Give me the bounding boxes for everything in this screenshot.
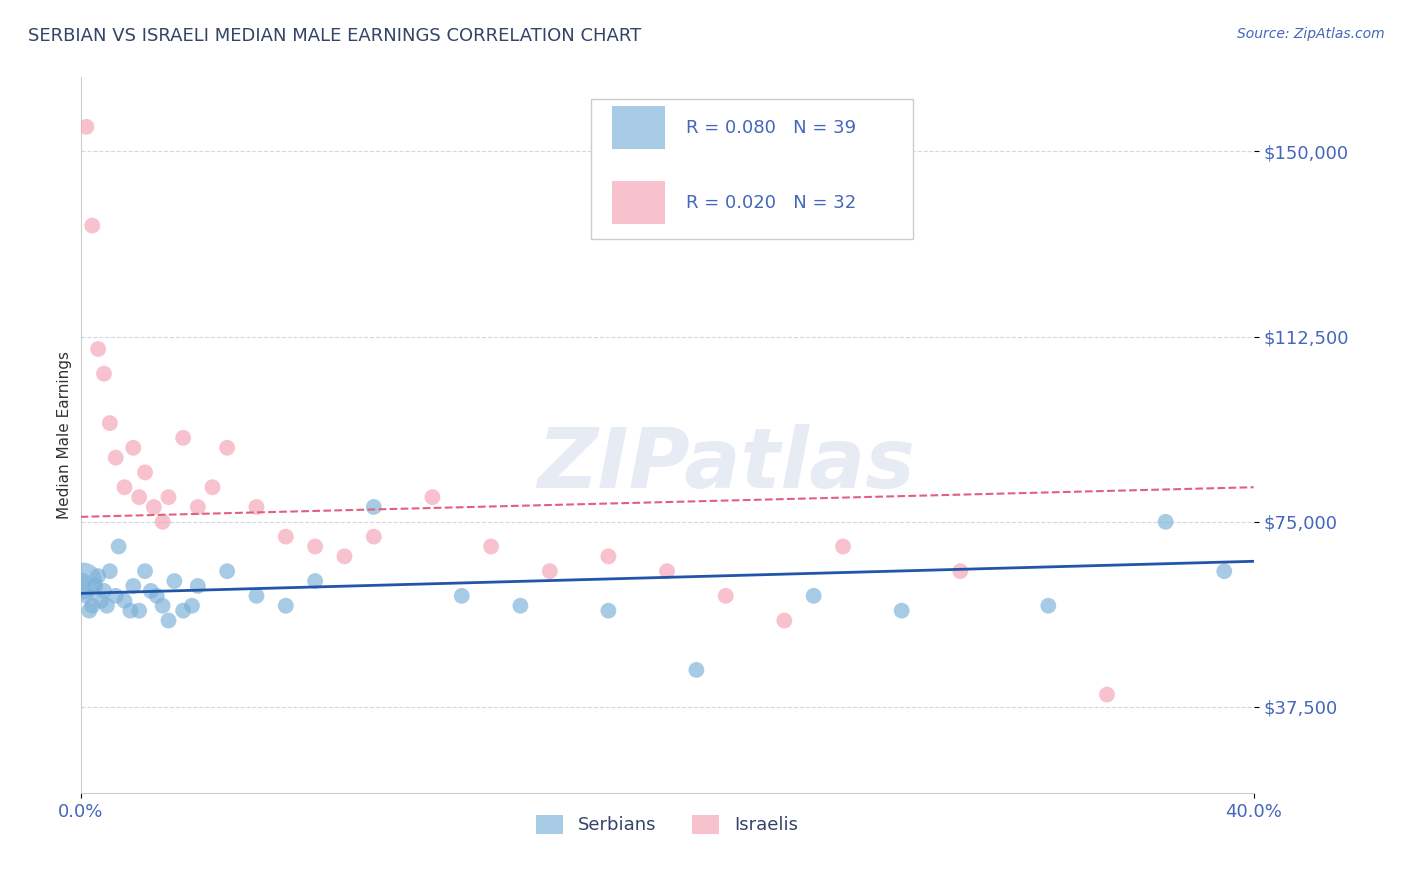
Text: R = 0.020   N = 32: R = 0.020 N = 32: [686, 194, 856, 211]
Point: [422, 490, 444, 504]
Point: [304, 540, 326, 554]
Point: [172, 431, 194, 445]
Point: [181, 599, 204, 613]
Point: [87, 569, 110, 583]
Point: [803, 589, 825, 603]
Point: [114, 480, 136, 494]
Point: [832, 540, 855, 554]
Point: [598, 604, 620, 618]
Y-axis label: Median Male Earnings: Median Male Earnings: [58, 351, 72, 519]
Point: [98, 564, 121, 578]
Point: [84, 579, 107, 593]
Point: [1095, 688, 1118, 702]
Point: [75, 589, 97, 603]
FancyBboxPatch shape: [591, 99, 914, 238]
Point: [598, 549, 620, 564]
Point: [128, 490, 150, 504]
Point: [274, 599, 297, 613]
Point: [79, 604, 101, 618]
Point: [93, 367, 115, 381]
Point: [134, 466, 156, 480]
Point: [96, 599, 118, 613]
Point: [82, 219, 104, 233]
Point: [93, 583, 115, 598]
Point: [890, 604, 912, 618]
Point: [1213, 564, 1236, 578]
Point: [104, 450, 127, 465]
Point: [714, 589, 737, 603]
Point: [773, 614, 796, 628]
Point: [152, 599, 174, 613]
Point: [304, 574, 326, 588]
Point: [90, 594, 112, 608]
Point: [163, 574, 186, 588]
Point: [245, 500, 267, 514]
Point: [72, 574, 94, 588]
Point: [98, 416, 121, 430]
Text: Source: ZipAtlas.com: Source: ZipAtlas.com: [1237, 27, 1385, 41]
Text: ZIPatlas: ZIPatlas: [537, 424, 915, 505]
Point: [142, 500, 165, 514]
Point: [217, 441, 239, 455]
Point: [201, 480, 224, 494]
Point: [104, 589, 127, 603]
Point: [538, 564, 561, 578]
Point: [82, 599, 104, 613]
Point: [139, 583, 162, 598]
Point: [172, 604, 194, 618]
Point: [1154, 515, 1177, 529]
Point: [107, 540, 129, 554]
Point: [157, 490, 180, 504]
Point: [122, 441, 145, 455]
Point: [949, 564, 972, 578]
Point: [187, 500, 209, 514]
FancyBboxPatch shape: [612, 181, 665, 224]
Point: [450, 589, 472, 603]
Point: [363, 500, 385, 514]
Point: [114, 594, 136, 608]
Point: [187, 579, 209, 593]
Point: [120, 604, 142, 618]
Point: [363, 530, 385, 544]
Point: [75, 120, 97, 134]
Point: [122, 579, 145, 593]
Text: R = 0.080   N = 39: R = 0.080 N = 39: [686, 119, 856, 136]
Point: [685, 663, 707, 677]
Point: [152, 515, 174, 529]
Text: SERBIAN VS ISRAELI MEDIAN MALE EARNINGS CORRELATION CHART: SERBIAN VS ISRAELI MEDIAN MALE EARNINGS …: [28, 27, 641, 45]
Point: [245, 589, 267, 603]
Point: [157, 614, 180, 628]
Point: [145, 589, 167, 603]
Legend: Serbians, Israelis: Serbians, Israelis: [536, 815, 797, 834]
Point: [217, 564, 239, 578]
Point: [333, 549, 356, 564]
Point: [134, 564, 156, 578]
Point: [128, 604, 150, 618]
Point: [72, 574, 94, 588]
Point: [655, 564, 678, 578]
Point: [1038, 599, 1060, 613]
Point: [509, 599, 531, 613]
FancyBboxPatch shape: [612, 106, 665, 149]
Point: [479, 540, 502, 554]
Point: [87, 342, 110, 356]
Point: [274, 530, 297, 544]
